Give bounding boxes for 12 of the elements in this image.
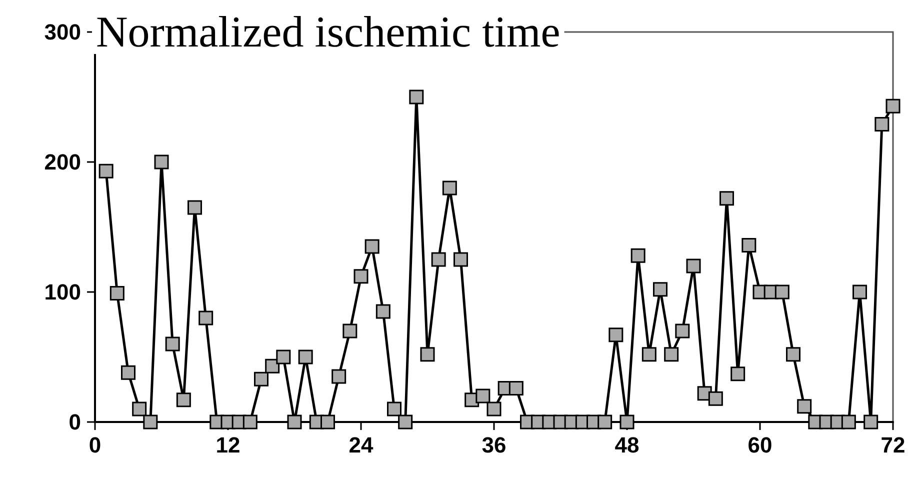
x-tick-label: 12 <box>216 432 240 458</box>
x-tick-label: 24 <box>348 432 374 458</box>
x-tick-label: 60 <box>748 432 772 458</box>
y-tick-label: 100 <box>44 280 81 304</box>
x-tick-label: 72 <box>880 432 906 458</box>
x-tick-label: 0 <box>88 432 102 458</box>
x-tick-label: 36 <box>482 432 506 458</box>
x-tick-label: 48 <box>614 432 640 458</box>
y-tick-label: 0 <box>68 410 81 434</box>
y-tick-label: 200 <box>44 150 81 174</box>
chart-title: Normalized ischemic time <box>96 8 560 56</box>
y-tick-label: 300 <box>44 20 81 44</box>
